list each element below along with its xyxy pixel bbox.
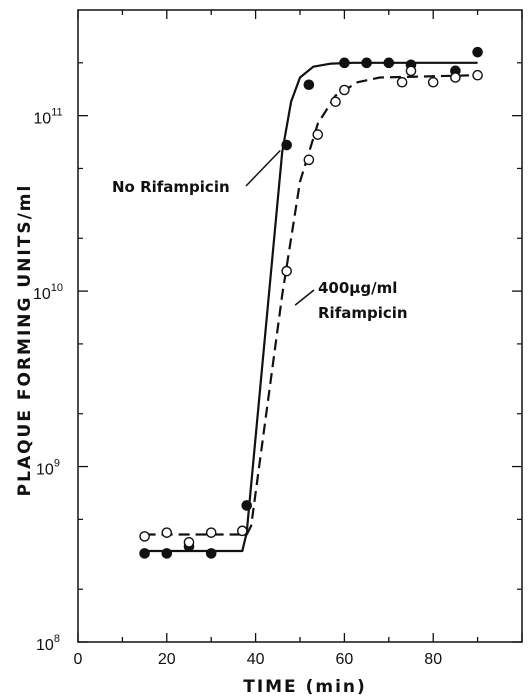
data-point-rifampicin bbox=[281, 265, 292, 277]
y-axis-title: PLAQUE FORMING UNITS/ml bbox=[15, 184, 35, 497]
data-point-no-rifampicin bbox=[361, 57, 372, 69]
plot-axes bbox=[77, 9, 523, 643]
data-point-no-rifampicin bbox=[161, 548, 173, 559]
data-points bbox=[139, 46, 483, 559]
x-tick-label: 0 bbox=[74, 651, 83, 668]
data-point-rifampicin bbox=[205, 527, 217, 538]
x-tick-label: 60 bbox=[336, 651, 354, 668]
data-point-rifampicin bbox=[427, 76, 439, 88]
annotation-rifampicin-label: Rifampicin bbox=[318, 304, 408, 322]
y-tick-label: 108 bbox=[36, 633, 60, 654]
data-point-rifampicin bbox=[183, 537, 195, 548]
y-tick-label: 1011 bbox=[33, 107, 62, 128]
annotation-rifampicin-dose: 400µg/ml bbox=[318, 279, 397, 297]
data-point-no-rifampicin bbox=[281, 139, 292, 151]
x-tick-label: 40 bbox=[247, 651, 265, 668]
data-point-no-rifampicin bbox=[303, 79, 315, 91]
plot-frame bbox=[77, 9, 523, 643]
data-point-no-rifampicin bbox=[383, 57, 395, 69]
data-point-no-rifampicin bbox=[205, 548, 217, 559]
data-point-no-rifampicin bbox=[139, 548, 150, 559]
data-point-rifampicin bbox=[339, 84, 350, 96]
fit-lines bbox=[144, 61, 478, 553]
data-point-no-rifampicin bbox=[339, 57, 350, 69]
axis-ticks: 0 20 40 60 80 108 109 1010 1011 bbox=[33, 10, 523, 668]
x-tick-label: 20 bbox=[158, 651, 176, 668]
data-point-no-rifampicin bbox=[472, 46, 483, 58]
y-tick-label: 109 bbox=[36, 458, 60, 479]
data-point-rifampicin bbox=[236, 525, 248, 537]
series-line-no-rifampicin bbox=[144, 61, 478, 553]
x-tick-label: 80 bbox=[424, 651, 442, 668]
data-point-rifampicin bbox=[330, 96, 341, 108]
data-point-rifampicin bbox=[405, 65, 417, 77]
data-point-rifampicin bbox=[303, 154, 315, 166]
data-point-no-rifampicin bbox=[241, 500, 253, 511]
data-point-rifampicin bbox=[139, 531, 150, 542]
annotation-no-rifampicin: No Rifampicin bbox=[112, 178, 230, 196]
annotations bbox=[245, 149, 315, 306]
annotation-leader-rifampicin bbox=[294, 289, 315, 306]
annotation-leader-no-rifampicin bbox=[245, 149, 281, 187]
data-point-rifampicin bbox=[472, 69, 483, 81]
series-line-rifampicin bbox=[144, 74, 478, 536]
data-point-rifampicin bbox=[312, 129, 324, 140]
data-point-rifampicin bbox=[161, 527, 173, 538]
x-axis-title: TIME (min) bbox=[243, 677, 367, 697]
data-point-rifampicin bbox=[396, 76, 408, 88]
data-point-rifampicin bbox=[450, 72, 461, 83]
y-tick-label: 1010 bbox=[33, 282, 63, 303]
